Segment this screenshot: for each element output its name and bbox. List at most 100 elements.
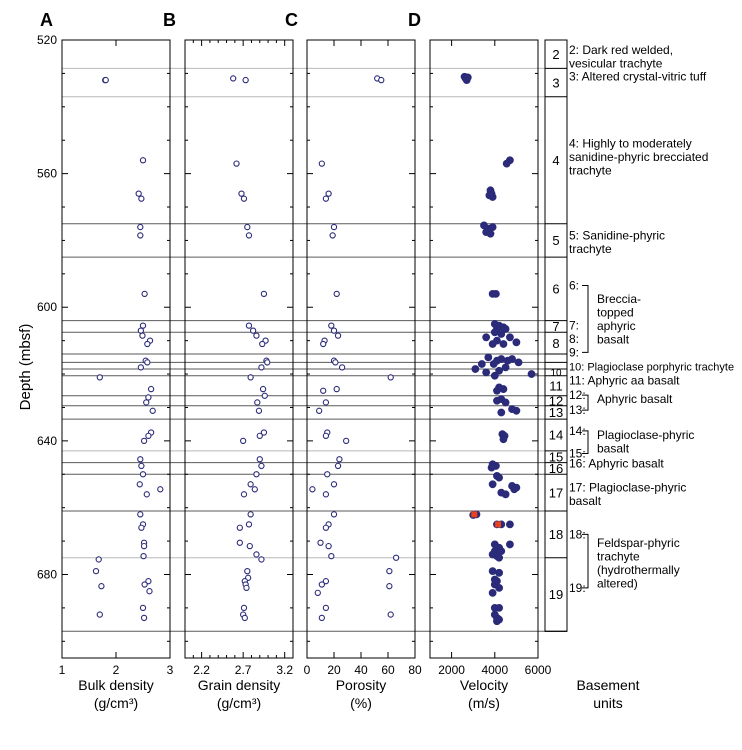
data-point <box>245 232 253 239</box>
data-point <box>318 160 325 167</box>
data-point <box>236 539 243 546</box>
x-axis-label: (g/cm³) <box>217 695 261 711</box>
data-point <box>138 462 145 470</box>
data-point <box>240 195 248 202</box>
panel-frame <box>429 39 539 659</box>
data-point <box>258 364 265 371</box>
x-tick-label: 0 <box>304 663 311 677</box>
panel-a: A 520 560 600 640 680 1 2 3 Bulk density (g/cm³) <box>37 10 174 711</box>
data-point <box>137 327 144 334</box>
data-point <box>258 462 265 470</box>
unit-number: 11 <box>549 378 563 393</box>
data-point <box>140 552 147 560</box>
panel-letter: B <box>163 10 176 30</box>
data-point <box>96 611 103 618</box>
data-point <box>157 486 164 493</box>
data-point <box>330 223 338 231</box>
panel-letter: D <box>408 10 421 30</box>
unit-bracket-text: altered) <box>597 576 638 590</box>
data-point <box>247 374 254 381</box>
unit-number: 16 <box>549 461 563 476</box>
unit-bracket-label: 13: <box>569 403 586 417</box>
data-point <box>143 491 150 498</box>
data-point <box>251 486 258 493</box>
data-point <box>139 332 146 339</box>
data-point <box>328 322 335 329</box>
unit-description: sanidine-phyric brecciated <box>569 150 708 164</box>
data-point <box>314 589 321 597</box>
unit-number: 3 <box>552 75 559 90</box>
data-point <box>137 232 144 239</box>
data-point <box>487 463 496 472</box>
unit-number: 4 <box>552 153 559 168</box>
x-axis-label: Grain density <box>198 677 280 693</box>
data-point <box>261 392 268 399</box>
data-point <box>495 583 504 592</box>
data-point <box>240 604 248 612</box>
data-point <box>143 399 150 406</box>
data-point <box>253 332 260 339</box>
bracket <box>582 533 589 589</box>
data-point <box>260 290 268 298</box>
unit-bracket-text: trachyte <box>597 549 640 563</box>
data-point <box>495 366 504 375</box>
data-point <box>330 511 338 518</box>
panel-d: D 2000 4000 6000 Velocity (m/s) <box>408 10 552 711</box>
data-point <box>477 360 486 368</box>
data-point <box>495 568 504 577</box>
data-point <box>318 614 325 622</box>
data-point <box>490 328 499 337</box>
unit-number: 15 <box>549 449 563 464</box>
data-point <box>488 567 497 576</box>
x-tick-label: 60 <box>381 663 395 677</box>
data-point <box>144 359 151 366</box>
data-point <box>506 333 514 342</box>
data-point <box>320 340 327 348</box>
x-axis-label: (g/cm³) <box>94 695 138 711</box>
data-point <box>241 614 248 622</box>
data-point <box>497 547 506 556</box>
data-point <box>139 604 147 612</box>
data-point <box>147 385 155 393</box>
panel-frame <box>306 39 416 659</box>
data-point <box>322 604 330 612</box>
panel-c: C 0 20 40 60 80 Porosity (%) <box>285 10 422 711</box>
unit-bracket-label: 9: <box>569 345 579 359</box>
highlight-point <box>495 521 502 528</box>
data-point <box>260 429 268 436</box>
unit-description: 17: Plagioclase-phyric <box>569 481 686 495</box>
data-point <box>501 363 510 372</box>
data-point <box>264 359 271 366</box>
data-point <box>510 485 519 494</box>
data-point <box>334 462 342 470</box>
data-point <box>325 542 332 550</box>
data-point <box>137 511 144 518</box>
data-point <box>139 471 147 478</box>
data-point <box>495 473 504 482</box>
unit-number: 8 <box>552 336 559 351</box>
unit-bracket-text: Breccia- <box>597 292 641 306</box>
data-point <box>493 386 501 395</box>
data-point <box>497 330 506 338</box>
basement-units-title: Basement units <box>576 677 639 711</box>
data-point <box>141 290 148 298</box>
data-point <box>485 191 494 200</box>
data-point <box>486 229 495 238</box>
unit-description: 10: Plagioclase porphyric trachyte <box>569 362 734 374</box>
data-point <box>322 491 330 498</box>
data-point <box>230 75 237 82</box>
data-point <box>342 437 350 445</box>
data-point <box>471 365 480 373</box>
data-point <box>236 524 243 531</box>
data-point <box>145 578 152 585</box>
unit-bracket-text: Feldspar-phyric <box>597 536 680 550</box>
data-point <box>146 588 153 595</box>
y-tick-label: 560 <box>37 167 57 181</box>
data-point <box>488 588 497 597</box>
data-point <box>489 360 498 368</box>
data-point <box>493 396 501 405</box>
data-point <box>149 407 156 414</box>
